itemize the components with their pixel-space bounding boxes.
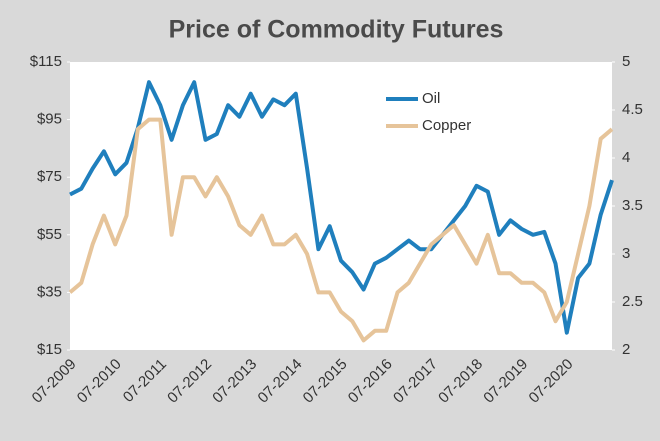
x-tick-label: 07-2015	[300, 356, 351, 407]
chart-title: Price of Commodity Futures	[169, 16, 504, 44]
y-tick-label: $115	[30, 53, 62, 70]
y2-tick-label: 3	[622, 245, 630, 262]
line-0	[69, 80, 614, 335]
x-tick-label: 07-2019	[480, 356, 531, 407]
legend-label: Oil	[422, 90, 440, 107]
y2-tick-label: 2.5	[622, 293, 643, 310]
x-tick-label: 07-2012	[164, 356, 215, 407]
x-tick-label: 07-2009	[29, 356, 80, 407]
x-tick-label: 07-2011	[120, 356, 170, 406]
legend-label: Copper	[422, 117, 471, 134]
x-tick-label: 07-2017	[390, 356, 441, 407]
x-tick-label: 07-2020	[526, 356, 577, 407]
line-1	[68, 117, 614, 343]
y-tick-label: $55	[37, 226, 62, 243]
y2-tick-label: 3.5	[622, 197, 643, 214]
y2-tick-label: 4	[622, 149, 630, 166]
x-tick-label: 07-2014	[255, 356, 306, 407]
y-tick-label: $95	[37, 111, 62, 128]
x-tick-label: 07-2016	[345, 356, 396, 407]
y-tick-label: $15	[37, 341, 62, 358]
y2-tick-label: 5	[622, 53, 630, 70]
y-tick-label: $75	[37, 168, 62, 185]
x-tick-label: 07-2010	[74, 356, 125, 407]
x-tick-label: 07-2018	[435, 356, 486, 407]
y-tick-label: $35	[37, 283, 62, 300]
y2-tick-label: 4.5	[622, 101, 643, 118]
y2-tick-label: 2	[622, 341, 630, 358]
plot-area	[70, 62, 612, 350]
x-tick-label: 07-2013	[209, 356, 260, 407]
